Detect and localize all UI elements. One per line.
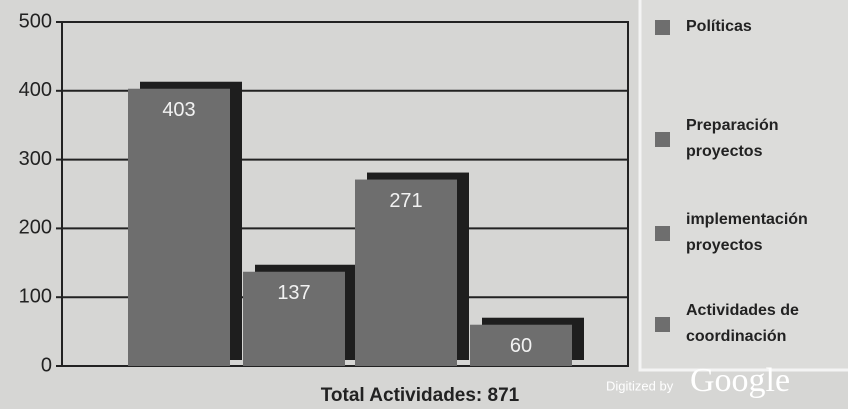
value-label: 403	[162, 99, 195, 121]
watermark: Google	[690, 362, 790, 399]
y-tick-label: 500	[19, 10, 52, 32]
bar	[355, 179, 457, 366]
bar	[243, 271, 345, 366]
legend-label: Preparación proyectos	[686, 117, 779, 160]
bar	[470, 324, 572, 366]
legend-box	[638, 0, 848, 372]
value-label: 60	[510, 335, 532, 357]
y-tick-label: 0	[41, 354, 52, 376]
legend-label: Actividades de coordinación	[686, 302, 799, 345]
legend-swatch	[655, 226, 670, 241]
y-tick-label: 200	[19, 217, 52, 239]
legend-swatch	[655, 20, 670, 35]
x-axis-label: Total Actividades: 871	[321, 385, 520, 406]
value-label: 271	[389, 190, 422, 212]
watermark: Digitized by	[606, 378, 674, 393]
value-label: 137	[277, 282, 310, 304]
legend-swatch	[655, 132, 670, 147]
legend-swatch	[655, 317, 670, 332]
y-tick-label: 400	[19, 79, 52, 101]
legend-label: implementación proyectos	[686, 211, 808, 254]
legend-label: Políticas	[686, 18, 752, 35]
y-tick-label: 100	[19, 285, 52, 307]
y-tick-label: 300	[19, 148, 52, 170]
bar	[128, 88, 230, 367]
